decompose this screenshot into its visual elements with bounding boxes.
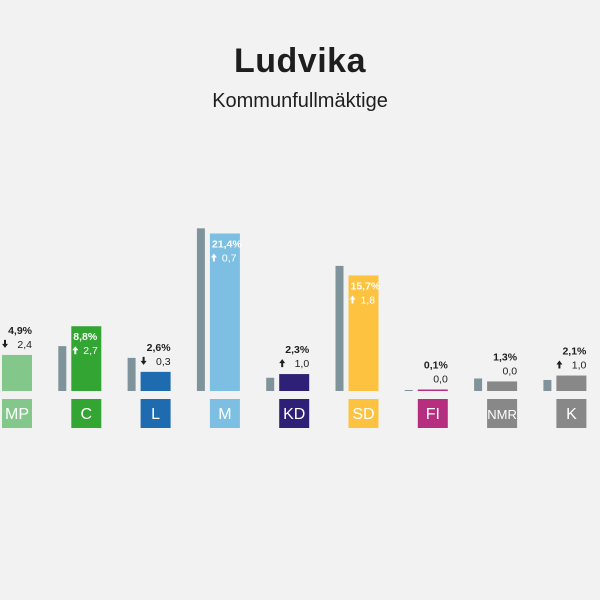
value-label-k: 2,1% bbox=[562, 346, 587, 358]
value-label-m: 21,4% bbox=[212, 238, 242, 250]
value-label-l: 2,6% bbox=[147, 342, 172, 354]
party-badge-sd bbox=[348, 399, 379, 428]
change-label-l: 0,3 bbox=[156, 356, 171, 368]
party-badge-mp bbox=[2, 399, 32, 428]
current-bar-mp bbox=[2, 354, 32, 391]
party-badge-m bbox=[209, 399, 240, 428]
value-label-c: 8,8% bbox=[73, 331, 98, 343]
current-bar-c bbox=[71, 326, 102, 391]
party-label-nmr: NMR bbox=[487, 407, 517, 422]
party-label-kd: KD bbox=[283, 406, 305, 423]
arrow-up-icon-c bbox=[72, 346, 79, 355]
previous-bar-nmr bbox=[474, 378, 483, 391]
party-label-mp: MP bbox=[5, 406, 29, 423]
change-label-m: 0,7 bbox=[222, 252, 237, 264]
arrow-up-icon-kd bbox=[279, 359, 286, 368]
change-label-fi: 0,0 bbox=[433, 374, 448, 386]
value-label-fi: 0,1% bbox=[424, 360, 449, 372]
party-label-m: M bbox=[218, 406, 231, 423]
party-badge-kd bbox=[279, 399, 310, 428]
party-badge-k bbox=[556, 399, 587, 428]
party-label-fi: FI bbox=[426, 406, 440, 423]
change-label-c: 2,7 bbox=[83, 345, 98, 357]
change-label-sd: 1,8 bbox=[361, 294, 376, 306]
arrow-up-icon-m bbox=[210, 253, 217, 262]
current-bar-k bbox=[556, 375, 587, 391]
party-badge-l bbox=[140, 399, 171, 428]
party-label-k: K bbox=[566, 406, 577, 423]
previous-bar-fi bbox=[404, 390, 413, 391]
previous-bar-c bbox=[58, 346, 67, 391]
party-label-l: L bbox=[151, 406, 160, 423]
current-bar-kd bbox=[279, 374, 310, 391]
arrow-down-icon-mp bbox=[2, 339, 8, 348]
change-label-nmr: 0,0 bbox=[502, 365, 517, 377]
party-badge-nmr bbox=[487, 399, 518, 428]
chart-subtitle: Kommunfullmäktige bbox=[212, 90, 388, 112]
value-label-mp: 4,9% bbox=[8, 325, 33, 337]
arrow-down-icon-l bbox=[140, 356, 147, 365]
arrow-up-icon-k bbox=[556, 360, 563, 369]
arrow-up-icon-sd bbox=[349, 295, 356, 304]
current-bar-sd bbox=[348, 275, 379, 391]
previous-bar-kd bbox=[266, 377, 275, 391]
current-bar-fi bbox=[417, 389, 448, 391]
change-label-k: 1,0 bbox=[572, 360, 587, 372]
change-label-mp: 2,4 bbox=[17, 339, 32, 351]
party-label-sd: SD bbox=[352, 406, 374, 423]
party-label-c: C bbox=[81, 406, 93, 423]
chart-title: Ludvika bbox=[234, 42, 366, 80]
party-badge-c bbox=[71, 399, 102, 428]
previous-bar-k bbox=[543, 379, 552, 391]
change-label-kd: 1,0 bbox=[295, 358, 310, 370]
previous-bar-sd bbox=[335, 265, 344, 391]
previous-bar-l bbox=[127, 357, 136, 391]
value-label-kd: 2,3% bbox=[285, 344, 310, 356]
value-label-sd: 15,7% bbox=[351, 280, 381, 292]
current-bar-l bbox=[140, 371, 171, 391]
party-badge-fi bbox=[417, 399, 448, 428]
current-bar-nmr bbox=[487, 381, 518, 391]
previous-bar-m bbox=[196, 228, 205, 391]
value-label-nmr: 1,3% bbox=[493, 351, 518, 363]
